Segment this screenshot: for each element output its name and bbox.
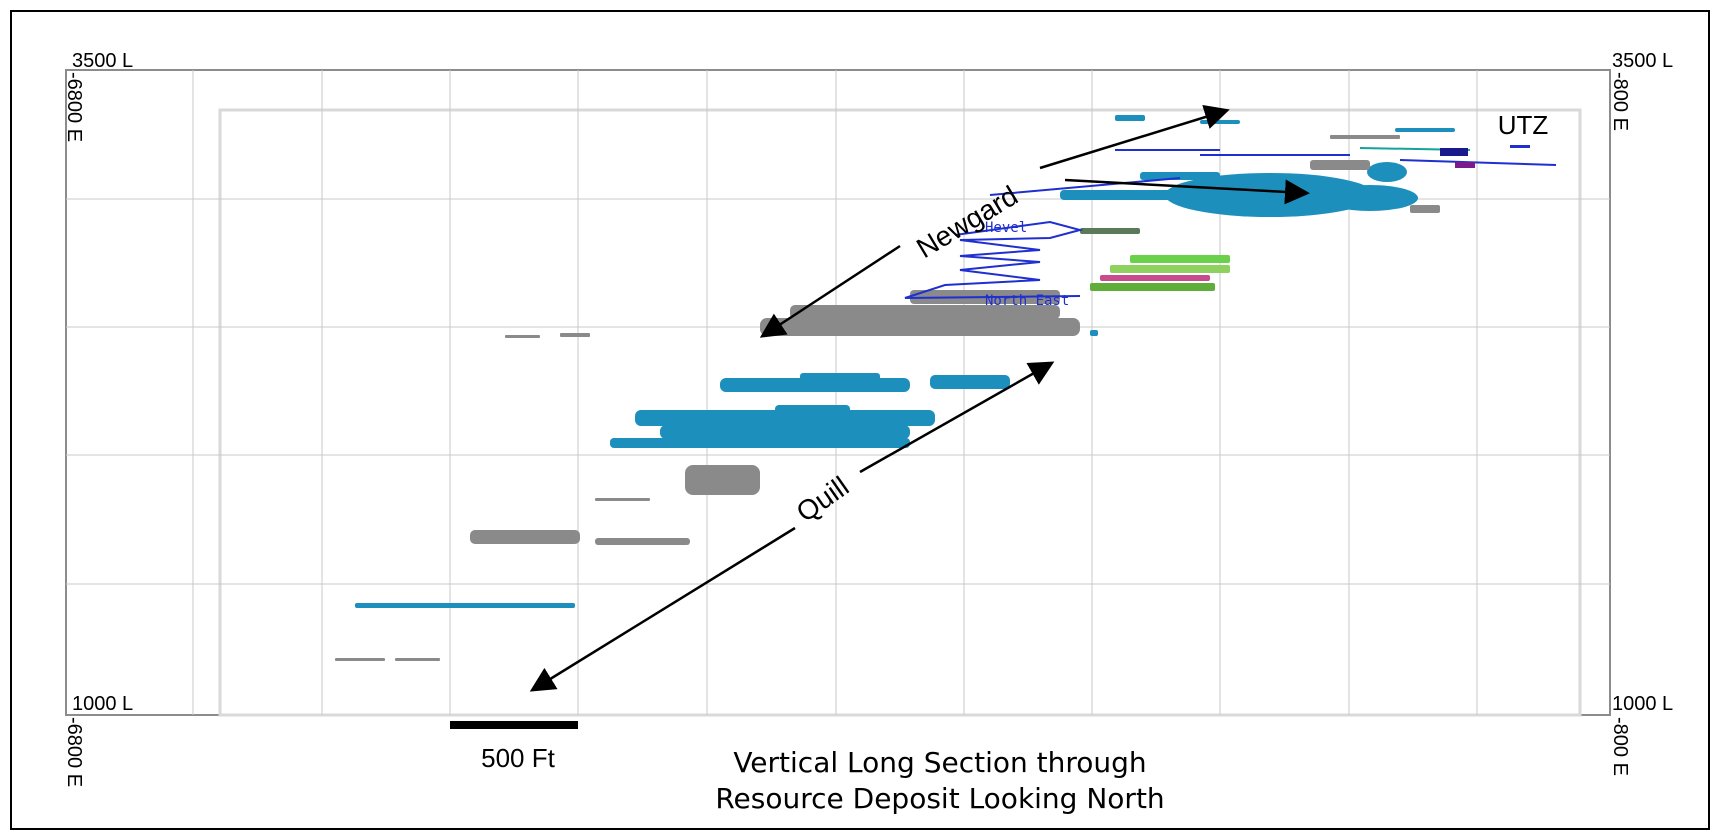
newgard-arrow-down [759,244,901,338]
caption-line-1: Vertical Long Section through [733,746,1146,779]
quill-ore-blocks [355,115,1455,608]
scale-bar-label: 500 Ft [481,743,555,773]
easting-label-bottom-right: -800 E [1609,717,1631,776]
utz-line [1510,145,1530,148]
zone-label-quill: Quill [791,470,855,528]
scale-bar [450,721,578,729]
level-label-top-right: 3500 L [1612,50,1673,72]
newgard-ore-blocks [1060,120,1418,217]
level-label-top-left: 3500 L [72,50,133,72]
quill-arrow-down [529,526,796,692]
grid-lines [66,70,1610,715]
newgard-arrow-up [1039,104,1230,170]
newgard-arrow-right [1064,178,1310,205]
colored-drift-blocks [1080,228,1230,291]
utz-block [1440,148,1468,156]
drift-label-north-east: North East [985,293,1069,309]
quill-arrow-up [859,361,1055,474]
level-label-bottom-right: 1000 L [1612,693,1673,715]
utz-block-purple [1455,162,1475,168]
caption-line-2: Resource Deposit Looking North [715,782,1164,815]
inner-boundary [218,108,1582,717]
level-label-bottom-left: 1000 L [72,693,133,715]
easting-label-top-right: -800 E [1609,72,1631,131]
newgard-drift-lines [904,147,1557,299]
drift-label-hevel: Hevel [985,220,1027,236]
easting-label-bottom-left: -6800 E [63,717,85,787]
zone-label-utz: UTZ [1498,110,1549,140]
easting-label-top-left: -6800 E [63,72,85,142]
